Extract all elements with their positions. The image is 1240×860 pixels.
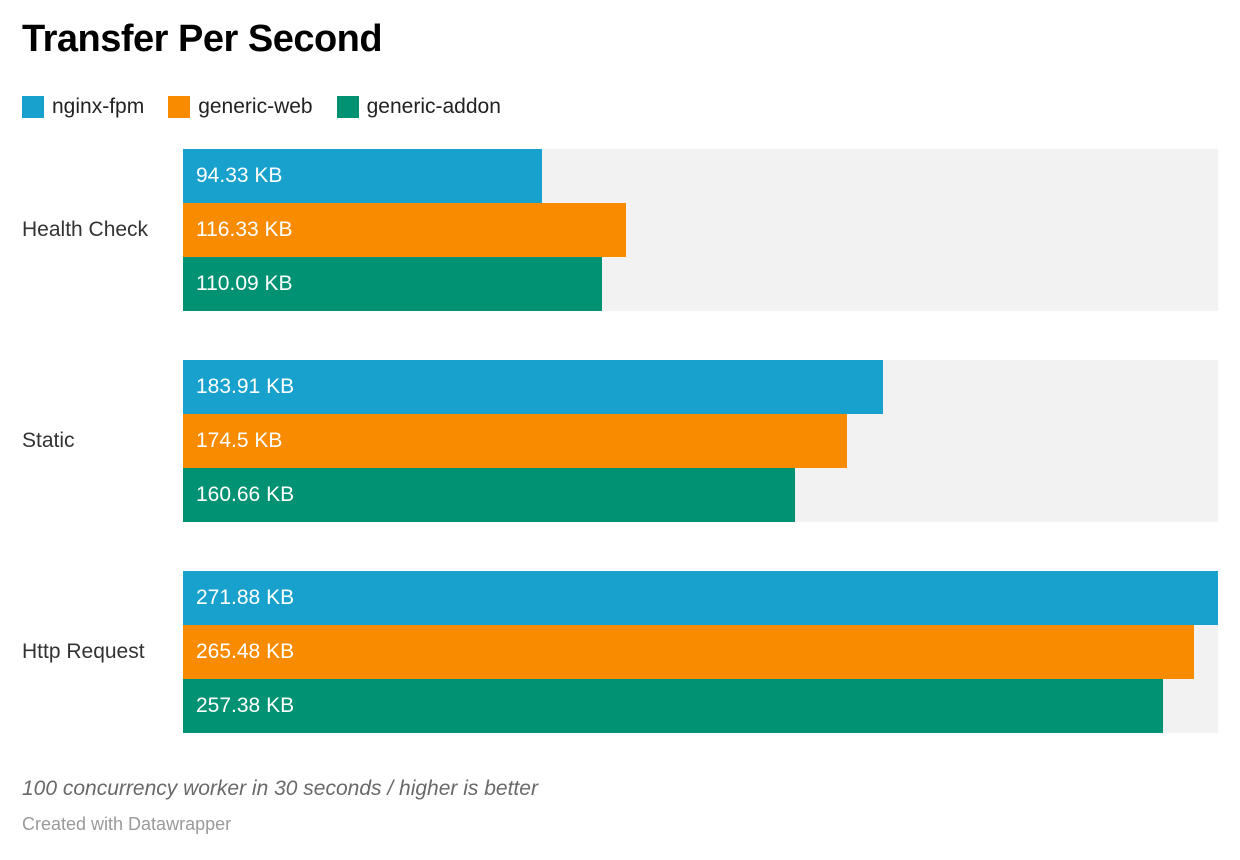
bar-value-label: 271.88 KB (196, 586, 295, 609)
bar-value-label: 94.33 KB (196, 164, 283, 187)
legend-swatch-generic-addon (336, 96, 359, 118)
legend-label: generic-web (198, 95, 313, 118)
legend-item-nginx-fpm: nginx-fpm (22, 96, 144, 118)
bar-track: 257.38 KB (183, 679, 1218, 733)
category-label: Static (22, 429, 75, 452)
attribution-byline: Created with Datawrapper (22, 814, 232, 834)
bar-group-bars: 183.91 KB 174.5 KB 160.66 KB (183, 360, 1218, 522)
bar-value-label: 160.66 KB (196, 483, 295, 506)
legend: nginx-fpm generic-web generic-addon (22, 96, 1218, 118)
bar-generic-web-http-request[interactable]: 265.48 KB (183, 625, 1194, 679)
bar-track: 94.33 KB (183, 149, 1218, 203)
bar-track: 183.91 KB (183, 360, 1218, 414)
bar-nginx-fpm-health-check[interactable]: 94.33 KB (183, 149, 543, 203)
bar-track: 116.33 KB (183, 203, 1218, 257)
bar-chart: Health Check 94.33 KB 116.33 KB 110.09 K… (0, 149, 1240, 733)
legend-item-generic-web: generic-web (168, 95, 313, 118)
bar-value-label: 110.09 KB (196, 272, 293, 295)
bar-generic-web-health-check[interactable]: 116.33 KB (183, 203, 626, 257)
bar-nginx-fpm-http-request[interactable]: 271.88 KB (183, 571, 1218, 625)
bar-group-static: Static 183.91 KB 174.5 KB 160.66 KB (0, 360, 1240, 522)
chart-title: Transfer Per Second (22, 18, 383, 60)
bar-value-label: 257.38 KB (196, 694, 295, 717)
chart-footer: 100 concurrency worker in 30 seconds / h… (22, 776, 1218, 835)
legend-label: generic-addon (366, 95, 501, 118)
bar-value-label: 116.33 KB (196, 218, 293, 241)
bar-track: 174.5 KB (183, 414, 1218, 468)
legend-label: nginx-fpm (52, 95, 145, 118)
bar-track: 265.48 KB (183, 625, 1218, 679)
bar-generic-web-static[interactable]: 174.5 KB (183, 414, 848, 468)
bar-group-bars: 94.33 KB 116.33 KB 110.09 KB (183, 149, 1218, 311)
bar-value-label: 174.5 KB (196, 429, 283, 452)
category-label: Health Check (22, 218, 149, 241)
bar-value-label: 183.91 KB (196, 375, 295, 398)
bar-group-bars: 271.88 KB 265.48 KB 257.38 KB (183, 571, 1218, 733)
bar-track: 160.66 KB (183, 468, 1218, 522)
bar-group-http-request: Http Request 271.88 KB 265.48 KB 257.38 … (0, 571, 1240, 733)
bar-generic-addon-static[interactable]: 160.66 KB (183, 468, 795, 522)
category-label: Http Request (22, 640, 145, 663)
bar-group-health-check: Health Check 94.33 KB 116.33 KB 110.09 K… (0, 149, 1240, 311)
legend-item-generic-addon: generic-addon (336, 95, 501, 118)
bar-generic-addon-health-check[interactable]: 110.09 KB (183, 257, 603, 311)
bar-track: 271.88 KB (183, 571, 1218, 625)
legend-swatch-nginx-fpm (22, 96, 44, 118)
chart-note: 100 concurrency worker in 30 seconds / h… (22, 777, 538, 800)
legend-swatch-generic-web (168, 96, 191, 118)
bar-nginx-fpm-static[interactable]: 183.91 KB (183, 360, 884, 414)
bar-value-label: 265.48 KB (196, 640, 295, 663)
bar-generic-addon-http-request[interactable]: 257.38 KB (183, 679, 1163, 733)
bar-track: 110.09 KB (183, 257, 1218, 311)
